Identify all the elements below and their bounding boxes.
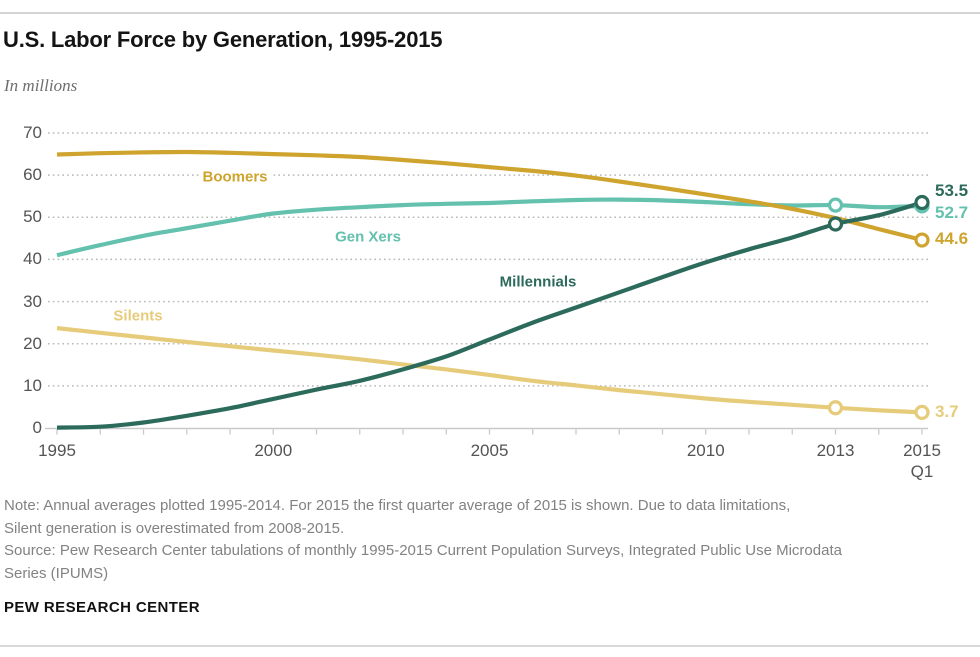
marker-silents-2015: [914, 404, 930, 421]
note-line: Note: Annual averages plotted 1995-2014.…: [4, 497, 791, 514]
marker-millennials-2013: [827, 216, 844, 232]
marker-genx-2013: [827, 197, 844, 213]
brand-footer: PEW RESEARCH CENTER: [4, 599, 200, 616]
line-chart-canvas: [45, 132, 930, 435]
note-line: Silent generation is overestimated from …: [4, 519, 345, 537]
marker-boomers-2015: [914, 232, 930, 248]
marker-millennials-2015: [914, 194, 930, 211]
line-boomers: [56, 149, 923, 243]
source-line: Source: Pew Research Center tabulations …: [4, 542, 842, 559]
line-silents: [56, 326, 923, 415]
marker-silents-2013: [827, 400, 844, 416]
top-divider: [0, 12, 980, 14]
chart-notes: Note: Annual averages plotted 1995-2014.…: [4, 495, 976, 585]
chart-title: U.S. Labor Force by Generation, 1995-201…: [3, 27, 443, 52]
chart-units-label: In millions: [4, 76, 78, 95]
line-millennials: [56, 200, 923, 430]
bottom-divider: [0, 645, 980, 647]
source-line: Series (IPUMS): [4, 564, 109, 582]
